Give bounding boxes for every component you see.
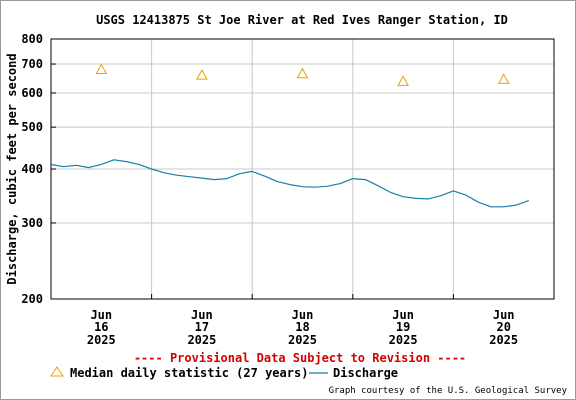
x-tick-label-day: 19	[396, 320, 410, 334]
x-tick-label-year: 2025	[389, 333, 418, 347]
median-marker	[196, 69, 208, 80]
median-marker	[296, 67, 309, 79]
x-tick-label-day: 16	[94, 320, 108, 334]
y-tick-label: 200	[21, 292, 43, 306]
credit-text: Graph courtesy of the U.S. Geological Su…	[329, 386, 568, 396]
legend-discharge-label: Discharge	[333, 366, 398, 380]
x-tick-label-month: Jun	[493, 308, 515, 322]
x-tick-label-year: 2025	[187, 333, 216, 347]
y-tick-label: 800	[21, 32, 43, 46]
y-tick-label: 500	[21, 120, 43, 134]
x-axis-ticks: Jun162025Jun172025Jun182025Jun192025Jun2…	[87, 294, 518, 347]
y-tick-label: 400	[21, 162, 43, 176]
y-tick-label: 300	[21, 216, 43, 230]
median-marker	[497, 73, 510, 84]
discharge-line	[50, 159, 530, 208]
median-marker	[95, 63, 108, 74]
median-series	[95, 63, 510, 86]
x-tick-label-year: 2025	[87, 333, 116, 347]
x-tick-label-month: Jun	[392, 308, 414, 322]
x-tick-label-month: Jun	[90, 308, 112, 322]
x-tick-label-day: 20	[496, 320, 510, 334]
discharge-series	[50, 159, 530, 208]
legend-median-marker-icon	[50, 366, 64, 377]
x-tick-label-day: 17	[195, 320, 209, 334]
y-axis-label: Discharge, cubic feet per second	[5, 53, 19, 284]
y-tick-label: 700	[21, 57, 43, 71]
provisional-note: ---- Provisional Data Subject to Revisio…	[134, 351, 466, 365]
x-tick-label-year: 2025	[489, 333, 518, 347]
median-marker	[397, 75, 409, 86]
legend-median-label: Median daily statistic (27 years)	[70, 366, 308, 380]
x-tick-label-year: 2025	[288, 333, 317, 347]
y-tick-label: 600	[21, 86, 43, 100]
y-axis-ticks: 200 300 400 500 600 700 800	[21, 32, 56, 306]
x-tick-label-month: Jun	[292, 308, 314, 322]
x-tick-label-day: 18	[295, 320, 309, 334]
chart-title: USGS 12413875 St Joe River at Red Ives R…	[96, 13, 508, 27]
legend: Median daily statistic (27 years) Discha…	[50, 366, 398, 380]
x-tick-label-month: Jun	[191, 308, 213, 322]
